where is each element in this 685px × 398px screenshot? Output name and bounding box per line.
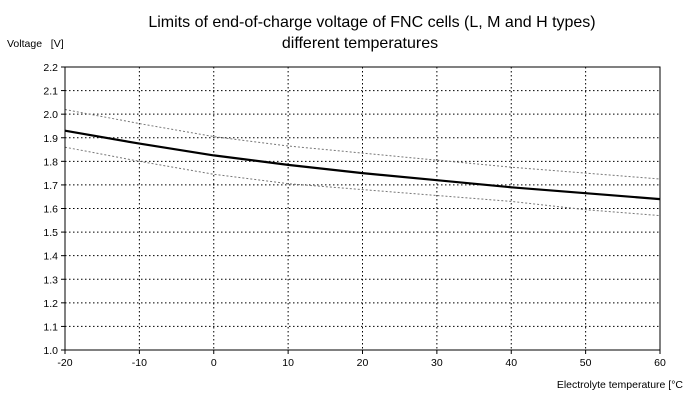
- x-tick-label: -20: [57, 357, 72, 369]
- grid: [61, 66, 661, 354]
- plot-frame: [64, 66, 661, 351]
- series-line-limit-1: [64, 109, 661, 180]
- y-tick-label: 1.9: [43, 133, 58, 145]
- x-tick-label: 50: [580, 357, 592, 369]
- x-tick-label: 0: [211, 357, 217, 369]
- series-line-limit-2: [64, 146, 661, 217]
- x-tick-label: 40: [505, 357, 517, 369]
- series-lines: [64, 109, 661, 217]
- y-tick-label: 2.1: [43, 86, 58, 98]
- y-tick-label: 1.3: [43, 274, 58, 286]
- y-tick-label: 1.6: [43, 204, 58, 216]
- x-tick-label: -10: [132, 357, 147, 369]
- x-tick-label: 10: [282, 357, 294, 369]
- tick-labels: 1.0 1.1 1.2 1.3 1.4 1.5 1.6 1.7 1.8 1.9 2.0 2.1 2.2 -…: [43, 62, 666, 369]
- y-tick-label: 1.7: [43, 180, 58, 192]
- x-axis-label: Electrolyte temperature [°C: [557, 379, 684, 391]
- y-tick-label: 1.2: [43, 298, 58, 310]
- y-axis-label: Voltage [V]: [7, 38, 64, 50]
- x-tick-label: 30: [431, 357, 443, 369]
- y-tick-label: 1.1: [43, 321, 58, 333]
- y-tick-label: 1.4: [43, 251, 58, 263]
- series-line-nominal-0: [64, 129, 661, 201]
- x-tick-label: 20: [357, 357, 369, 369]
- x-tick-label: 60: [654, 357, 666, 369]
- y-tick-label: 2.0: [43, 109, 58, 121]
- y-tick-label: 1.8: [43, 156, 58, 168]
- y-tick-label: 2.2: [43, 62, 58, 74]
- chart-title: Limits of end-of-charge voltage of FNC c…: [148, 14, 595, 31]
- y-tick-label: 1.0: [43, 345, 58, 357]
- y-tick-label: 1.5: [43, 227, 58, 239]
- chart-subtitle: different temperatures: [282, 35, 438, 52]
